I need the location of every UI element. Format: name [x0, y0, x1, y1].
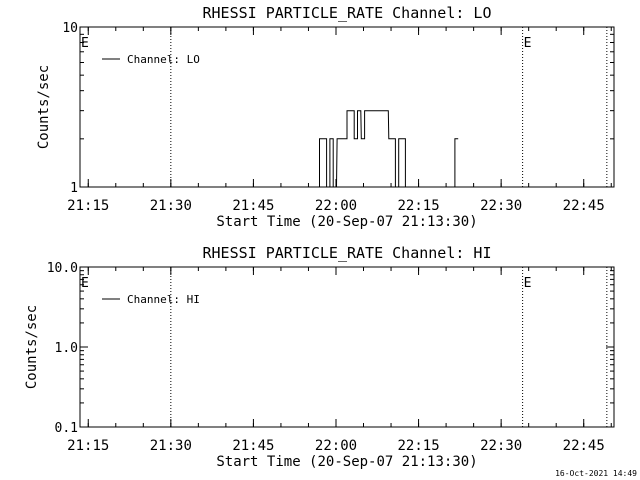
y-tick-label: 1.0 — [55, 341, 78, 356]
timestamp-label: 16-Oct-2021 14:49 — [555, 469, 637, 478]
x-tick-label: 21:15 — [67, 438, 109, 454]
x-tick-label: 22:15 — [397, 438, 439, 454]
x-tick-label: 21:30 — [150, 198, 192, 214]
chart-panel-0: RHESSI PARTICLE_RATE Channel: LO 21:15 21:… — [36, 4, 615, 230]
x-tick-label: 22:45 — [563, 198, 605, 214]
x-tick-label: 22:45 — [563, 438, 605, 454]
x-tick-label: 22:00 — [315, 438, 357, 454]
chart-panel-1: RHESSI PARTICLE_RATE Channel: HI 21:15 21:… — [24, 244, 615, 470]
y-axis-label: Counts/sec — [36, 65, 52, 149]
legend-label: Channel: LO — [127, 53, 200, 66]
start-marker-label: E — [81, 36, 89, 51]
y-tick-label: 10 — [62, 21, 78, 36]
x-tick-label: 22:30 — [480, 438, 522, 454]
y-axis-label: Counts/sec — [24, 305, 40, 389]
x-tick-label: 21:15 — [67, 198, 109, 214]
plot-frame — [79, 266, 615, 428]
x-tick-label: 22:15 — [397, 198, 439, 214]
x-tick-label: 21:45 — [232, 438, 274, 454]
x-axis-label: Start Time (20-Sep-07 21:13:30) — [216, 214, 477, 230]
plot-frame — [79, 26, 615, 188]
event-marker-label: E — [524, 276, 532, 291]
x-tick-label: 21:45 — [232, 198, 274, 214]
start-marker-label: E — [81, 276, 89, 291]
series-line-0 — [316, 110, 459, 188]
chart-title: RHESSI PARTICLE_RATE Channel: HI — [203, 244, 492, 262]
x-tick-label: 22:30 — [480, 198, 522, 214]
y-tick-label: 0.1 — [55, 421, 78, 436]
x-tick-label: 21:30 — [150, 438, 192, 454]
x-tick-label: 22:00 — [315, 198, 357, 214]
x-axis-label: Start Time (20-Sep-07 21:13:30) — [216, 454, 477, 470]
event-marker-label: E — [524, 36, 532, 51]
chart-title: RHESSI PARTICLE_RATE Channel: LO — [203, 4, 492, 22]
y-tick-label: 10.0 — [47, 261, 78, 276]
legend-label: Channel: HI — [127, 293, 200, 306]
y-tick-label: 1 — [70, 181, 78, 196]
